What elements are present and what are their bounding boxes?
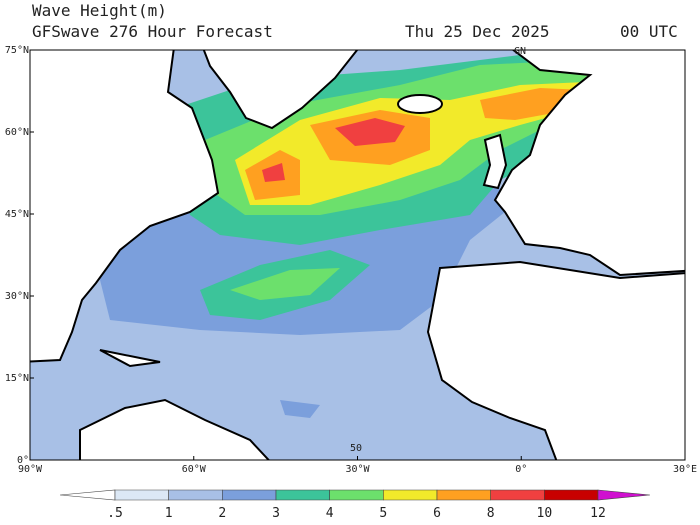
- greenland: [202, 50, 359, 130]
- lat-label: 0°: [17, 455, 29, 466]
- colorbar-label: 5: [379, 506, 387, 521]
- colorbar-label: 8: [487, 506, 495, 521]
- colorbar-label: 12: [590, 506, 606, 521]
- colorbar-swatch: [383, 489, 438, 501]
- colorbar-swatch: [114, 489, 169, 501]
- place-label: 50: [350, 443, 362, 454]
- colorbar-swatch: [329, 489, 384, 501]
- lat-label: 45°N: [5, 209, 29, 220]
- north-america: [30, 50, 220, 363]
- wave-zone: [245, 88, 585, 200]
- time: 00 UTC: [620, 22, 678, 41]
- subtitle: GFSwave 276 Hour Forecast: [32, 22, 273, 41]
- colorbar-swatch: [275, 489, 330, 501]
- colorbar-swatch: [597, 489, 651, 501]
- colorbar-label: 10: [537, 506, 553, 521]
- colorbar-swatch: [436, 489, 491, 501]
- colorbar-label: 4: [326, 506, 334, 521]
- colorbar-label: 3: [272, 506, 280, 521]
- colorbar-label: .5: [107, 506, 123, 521]
- africa: [426, 260, 685, 460]
- lon-label: 0°: [515, 464, 527, 475]
- lat-label: 75°N: [5, 45, 29, 56]
- colorbar-swatch: [222, 489, 277, 501]
- lat-label: 60°N: [5, 127, 29, 138]
- place-label: GN: [514, 46, 526, 57]
- colorbar-label: 6: [433, 506, 441, 521]
- iceland: [397, 94, 443, 114]
- title: Wave Height(m): [32, 1, 167, 20]
- colorbar-label: 2: [218, 506, 226, 521]
- lat-label: 15°N: [5, 373, 29, 384]
- lon-label: 90°W: [18, 464, 43, 475]
- wave-zone: [262, 118, 405, 182]
- colorbar-swatch: [544, 489, 599, 501]
- caribbean-island: [99, 349, 161, 368]
- lon-label: 60°W: [182, 464, 207, 475]
- colorbar-swatch: [59, 489, 116, 501]
- colorbar-swatch: [168, 489, 223, 501]
- europe: [493, 50, 685, 277]
- map-area: [30, 50, 685, 460]
- wave-zone: [30, 100, 520, 418]
- colorbar-swatch: [490, 489, 545, 501]
- lat-label: 30°N: [5, 291, 29, 302]
- british-isles: [482, 133, 508, 190]
- colorbar-label: 1: [165, 506, 173, 521]
- south-america: [79, 398, 271, 460]
- lon-label: 30°W: [345, 464, 370, 475]
- lon-label: 30°E: [673, 464, 697, 475]
- date: Thu 25 Dec 2025: [405, 22, 550, 41]
